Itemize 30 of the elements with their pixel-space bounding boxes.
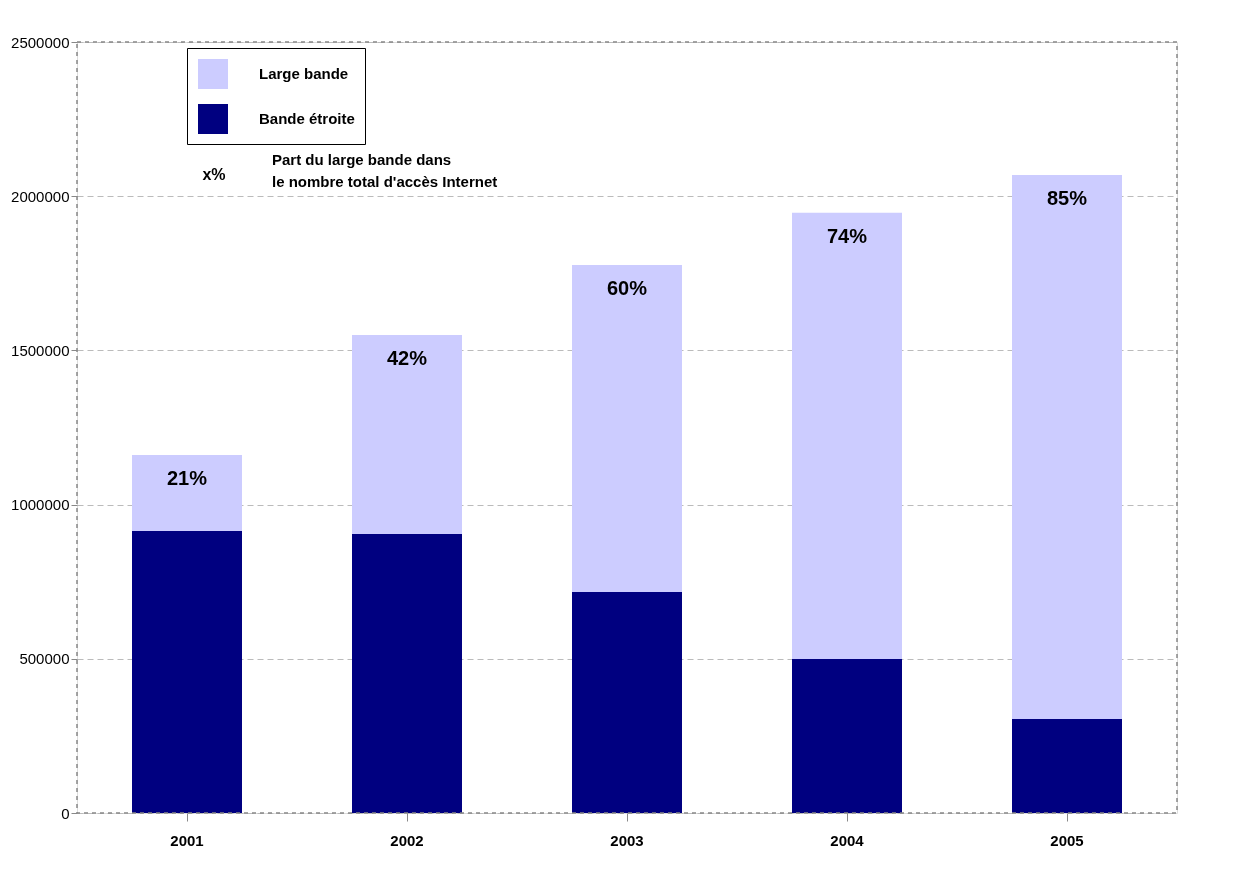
x-tick-label: 2001 xyxy=(170,831,204,849)
y-tick-label: 0 xyxy=(61,804,70,822)
annotation: Part du large bande dans le nombre total d'accès Internet xyxy=(272,151,498,190)
y-tick-label: 1000000 xyxy=(11,496,70,514)
bar xyxy=(572,264,682,592)
legend-label: Bande étroite xyxy=(259,110,355,127)
x-tick-label: 2002 xyxy=(390,831,424,849)
annotation: 85% xyxy=(1046,186,1088,209)
bar xyxy=(792,659,902,813)
bar xyxy=(572,591,682,813)
bar xyxy=(132,531,242,813)
bar xyxy=(352,533,462,813)
bar xyxy=(792,212,902,660)
annotation: x% xyxy=(202,166,226,183)
bar xyxy=(1012,174,1122,719)
legend-label: Large bande xyxy=(259,65,349,82)
x-tick-label: 2005 xyxy=(1050,831,1084,849)
x-tick-label: 2004 xyxy=(830,831,865,849)
y-tick-label: 500000 xyxy=(19,650,70,668)
annotation: 42% xyxy=(386,346,428,369)
bar xyxy=(352,334,462,534)
bar xyxy=(1012,718,1122,813)
annotation: 21% xyxy=(166,466,208,489)
y-tick-label: 1500000 xyxy=(11,341,70,359)
y-tick-label: 2500000 xyxy=(11,33,70,51)
annotation: 74% xyxy=(826,224,868,247)
x-tick-label: 2003 xyxy=(610,831,644,849)
y-tick-label: 2000000 xyxy=(11,187,70,205)
bar xyxy=(132,454,242,532)
annotation: 60% xyxy=(606,276,648,299)
